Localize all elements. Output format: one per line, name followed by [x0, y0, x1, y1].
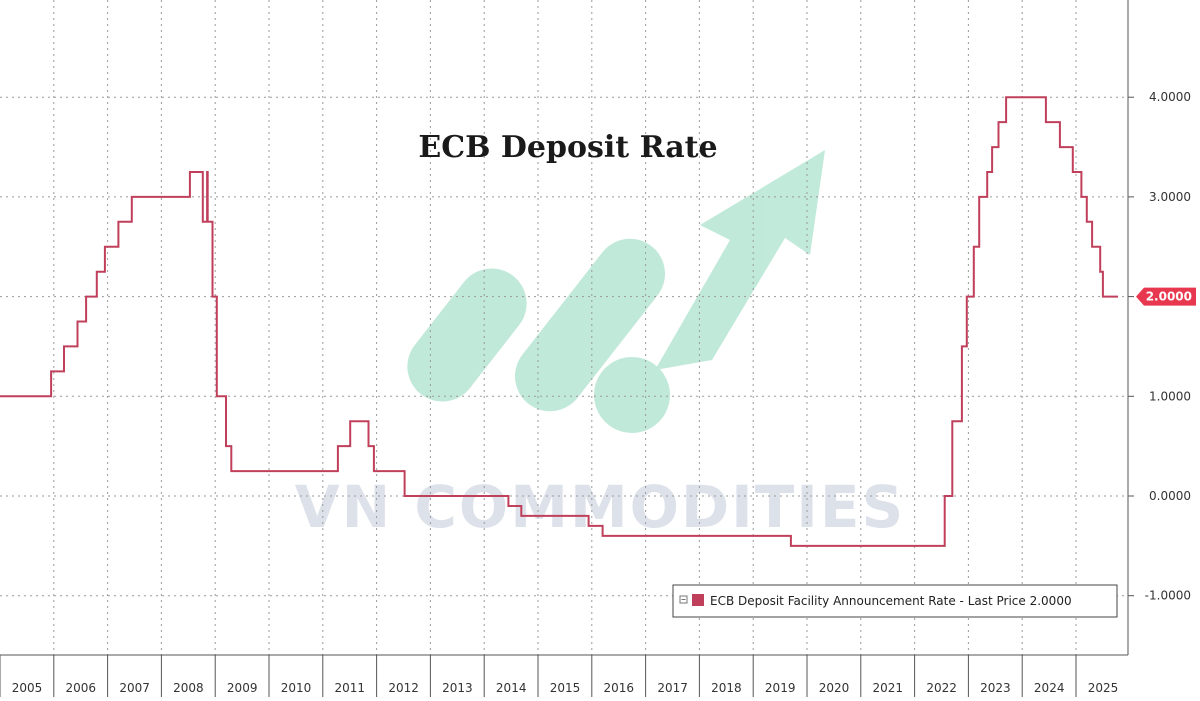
x-tick-label: 2023: [980, 681, 1011, 695]
x-tick-label: 2010: [281, 681, 312, 695]
x-tick-label: 2024: [1034, 681, 1065, 695]
x-tick-label: 2025: [1088, 681, 1119, 695]
chart-title: ECB Deposit Rate: [418, 130, 717, 165]
series-line: [0, 96, 1118, 547]
legend-label: ECB Deposit Facility Announcement Rate -…: [710, 594, 1072, 608]
watermark-bar-1: [407, 268, 527, 402]
watermark-arrow: [655, 150, 825, 370]
x-tick-label: 2005: [12, 681, 43, 695]
last-value-badge: 2.0000: [1136, 287, 1196, 306]
legend-swatch: [692, 594, 704, 606]
x-tick-label: 2018: [711, 681, 742, 695]
x-tick-label: 2008: [173, 681, 204, 695]
watermark-text: VN COMMODITIES: [295, 473, 906, 541]
x-tick-label: 2021: [873, 681, 904, 695]
legend: ECB Deposit Facility Announcement Rate -…: [672, 584, 1118, 618]
x-tick-label: 2020: [819, 681, 850, 695]
y-tick-label: 0.0000: [1149, 489, 1191, 503]
x-tick-label: 2012: [388, 681, 419, 695]
y-tick-label: 4.0000: [1149, 90, 1191, 104]
last-value-badge-text: 2.0000: [1146, 290, 1192, 304]
x-tick-label: 2015: [550, 681, 581, 695]
x-tick-label: 2014: [496, 681, 527, 695]
x-tick-label: 2013: [442, 681, 473, 695]
x-tick-label: 2022: [926, 681, 957, 695]
y-tick-label: 1.0000: [1149, 389, 1191, 403]
y-tick-labels: 4.0000 3.0000 2.0000 1.0000 0.0000 -1.0000: [1128, 90, 1191, 603]
x-tick-labels: 2005 2006 2007 2008 2009 2010 2011 2012 2013 2014…: [0, 655, 1118, 697]
y-tick-label: -1.0000: [1145, 589, 1191, 603]
x-tick-label: 2011: [335, 681, 366, 695]
watermark-logo: [407, 150, 825, 433]
axis-layer: [0, 0, 1129, 656]
x-tick-label: 2007: [119, 681, 150, 695]
x-tick-label: 2006: [66, 681, 97, 695]
x-tick-label: 2019: [765, 681, 796, 695]
x-tick-label: 2017: [657, 681, 688, 695]
y-tick-label: 3.0000: [1149, 190, 1191, 204]
last-value-badge-shape: [1136, 287, 1196, 306]
watermark-bar-2: [514, 238, 666, 412]
legend-box: [672, 584, 1118, 618]
grid-layer: [0, 0, 1128, 655]
x-tick-label: 2009: [227, 681, 258, 695]
x-tick-label: 2016: [604, 681, 635, 695]
watermark-dot: [594, 357, 670, 433]
legend-collapse-icon: [679, 595, 688, 604]
